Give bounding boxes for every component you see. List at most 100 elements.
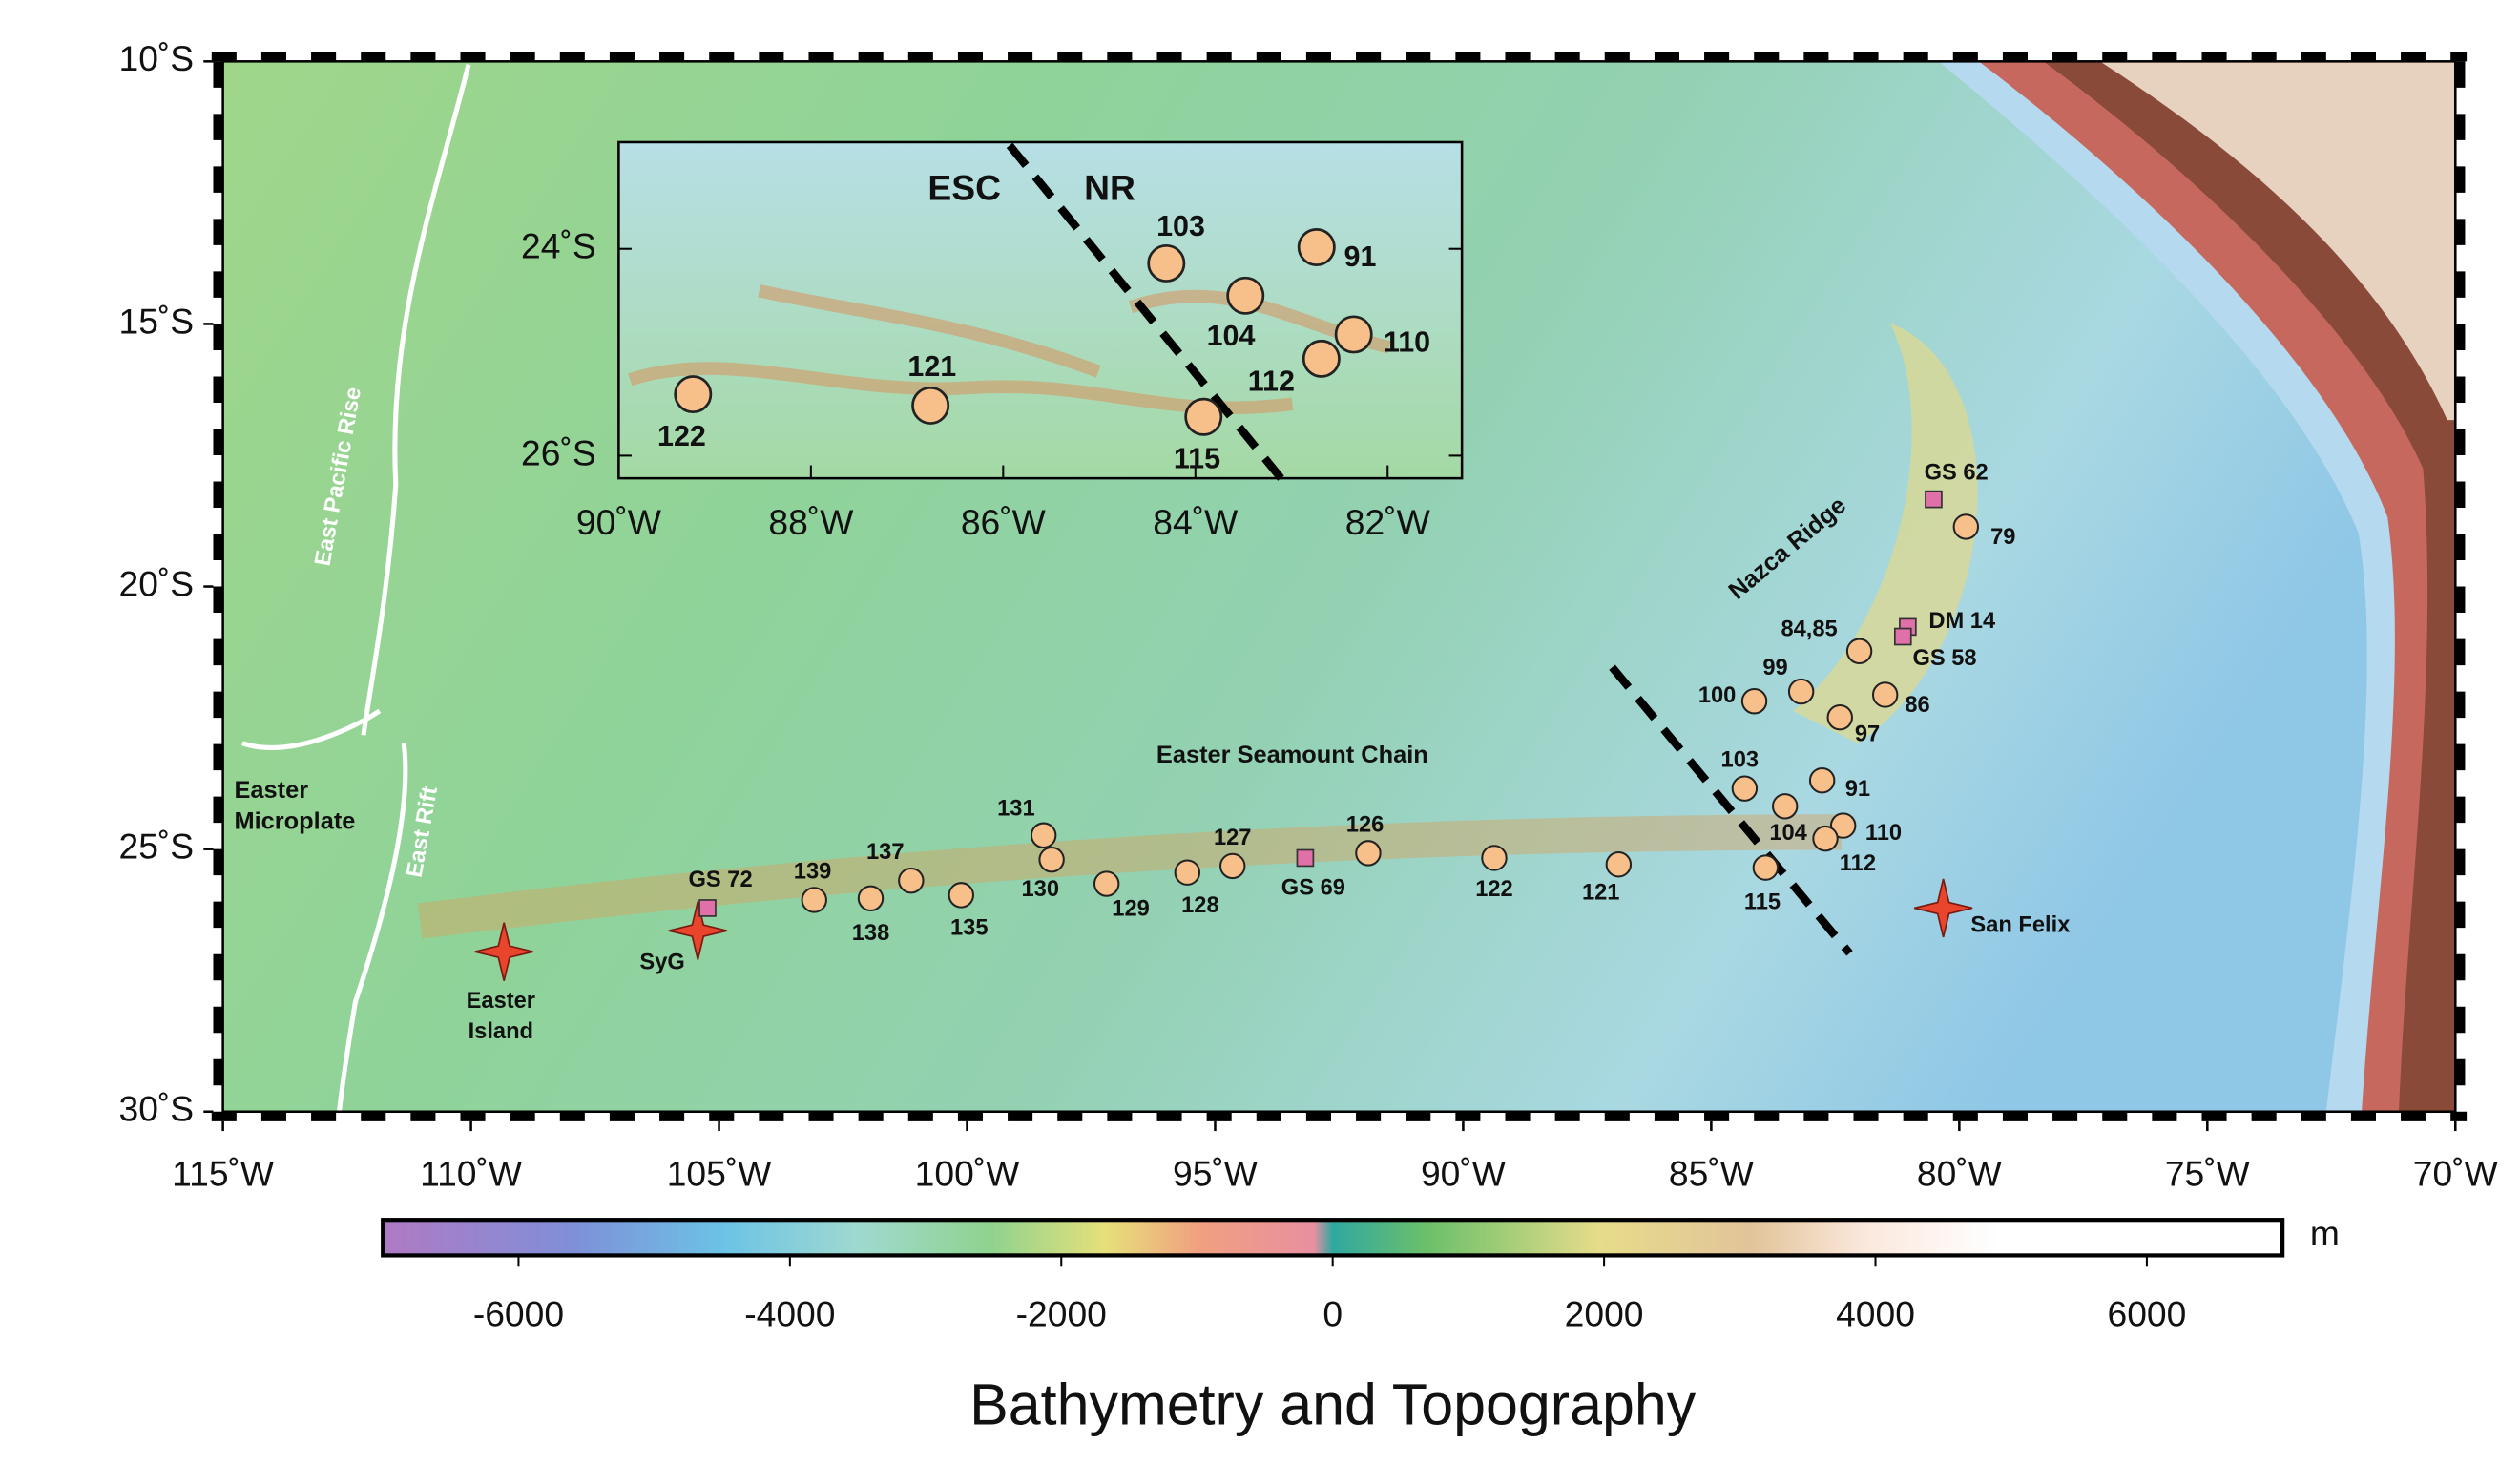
sample-label: 115 (1744, 890, 1781, 915)
sample-label: 100 (1698, 683, 1737, 708)
nazca-ridge-relief (1793, 323, 1978, 743)
inset-sample-label: 115 (1174, 443, 1220, 475)
colorbar-tick-label: 0 (1322, 1294, 1343, 1334)
sample-marker (1093, 870, 1120, 897)
inset-sample-marker (1334, 315, 1373, 354)
inset-sample-label: 104 (1207, 320, 1256, 352)
inset-x-tick-label: 90˚W (576, 502, 662, 542)
reference-marker (1893, 627, 1912, 646)
sample-label: 79 (1990, 525, 2015, 550)
sample-marker (1174, 859, 1201, 886)
feature-label: Microplate (234, 807, 355, 834)
frame-ticks (211, 52, 2468, 1121)
colorbar-tick-label: 2000 (1565, 1294, 1644, 1334)
inset-x-tick-label: 88˚W (768, 502, 854, 542)
inset-sample-marker (1302, 339, 1341, 378)
inset-y-tick-label: 24˚S (521, 226, 596, 266)
sample-marker (1845, 638, 1873, 664)
sample-marker (1829, 812, 1857, 839)
sample-label: 130 (1021, 877, 1059, 902)
volcano-label: SyG (639, 950, 684, 974)
colorbar-tick-label: 4000 (1836, 1294, 1915, 1334)
reference-label: GS 69 (1281, 875, 1345, 900)
volcano-label: Island (469, 1019, 533, 1044)
sample-label: 84,85 (1781, 617, 1837, 642)
x-tick-label: 105˚W (667, 1153, 773, 1193)
inset-sample-marker (1184, 397, 1223, 436)
inset-x-tick-label: 82˚W (1345, 502, 1431, 542)
x-tick-label: 100˚W (915, 1153, 1021, 1193)
sample-label: 110 (1865, 821, 1902, 846)
volcano-label: San Felix (1970, 912, 2070, 937)
y-tick-label: 20˚S (118, 563, 194, 603)
sample-marker (1771, 793, 1799, 820)
volcano-marker (1913, 878, 1973, 938)
inset-region-label: NR (1084, 168, 1135, 208)
sample-marker (1605, 851, 1633, 878)
inset-sample-label: 110 (1384, 326, 1430, 359)
colorbar-tick-label: 6000 (2108, 1294, 2187, 1334)
x-tick-label: 90˚W (1421, 1153, 1507, 1193)
sample-label: 122 (1475, 877, 1513, 902)
inset-sample-label: 103 (1156, 210, 1205, 242)
sample-marker (857, 885, 885, 911)
inset-sample-marker (674, 375, 713, 414)
colorbar-unit: m (2310, 1213, 2340, 1253)
inset-boundary-line (1006, 142, 1284, 481)
sample-label: 97 (1855, 722, 1880, 747)
sample-label: 129 (1112, 896, 1150, 921)
y-tick-label: 30˚S (118, 1089, 194, 1129)
x-tick-label: 70˚W (2413, 1153, 2499, 1193)
coast (2043, 61, 2456, 1112)
colorbar (381, 1218, 2285, 1258)
volcano-marker (668, 901, 728, 960)
sample-marker (1812, 825, 1839, 852)
sample-marker (1219, 852, 1246, 880)
x-tick-label: 80˚W (1917, 1153, 2003, 1193)
sample-label: 135 (950, 916, 989, 941)
land (2099, 61, 2456, 421)
sample-marker (801, 887, 827, 913)
inset-sample-marker (1226, 276, 1265, 315)
inset-sample-marker (1147, 243, 1186, 283)
colorbar-tick-label: -2000 (1016, 1294, 1107, 1334)
colorbar-title: Bathymetry and Topography (969, 1371, 1697, 1436)
sample-label: 103 (1721, 748, 1760, 773)
x-tick-label: 85˚W (1669, 1153, 1755, 1193)
sample-marker (948, 882, 975, 909)
inset-sample-label: 112 (1248, 365, 1295, 397)
sample-label: 138 (852, 921, 890, 946)
sample-marker (1355, 840, 1382, 867)
sample-marker (1752, 854, 1780, 881)
sample-label: 104 (1769, 821, 1807, 846)
y-tick-label: 25˚S (118, 826, 194, 866)
feature-label: Easter Seamount Chain (1156, 742, 1428, 768)
sample-label: 137 (866, 840, 905, 865)
x-tick-label: 110˚W (420, 1153, 523, 1193)
sample-label: 99 (1762, 656, 1787, 680)
inset-sample-label: 121 (907, 350, 956, 383)
sample-marker (1481, 845, 1508, 871)
inset-sample-label: 122 (657, 420, 706, 452)
sample-label: 112 (1840, 851, 1876, 876)
colorbar-tick-label: -4000 (744, 1294, 835, 1334)
sample-marker (898, 867, 925, 894)
inset-x-tick-label: 84˚W (1153, 502, 1239, 542)
sample-marker (1731, 775, 1759, 802)
sample-label: 139 (794, 859, 832, 884)
inset-sample-label: 91 (1344, 241, 1377, 273)
reference-marker (1925, 490, 1943, 509)
reference-label: GS 62 (1925, 460, 1989, 485)
x-tick-label: 95˚W (1173, 1153, 1259, 1193)
sample-marker (1952, 513, 1980, 540)
ridge-axis (241, 64, 471, 1112)
feature-label: Easter (234, 777, 308, 804)
sample-marker (1030, 822, 1057, 848)
sample-marker (1787, 678, 1815, 705)
sample-label: 126 (1346, 812, 1385, 837)
colorbar-tick-label: -6000 (473, 1294, 564, 1334)
inset-y-tick-label: 26˚S (521, 432, 596, 472)
inset-x-tick-label: 86˚W (961, 502, 1047, 542)
